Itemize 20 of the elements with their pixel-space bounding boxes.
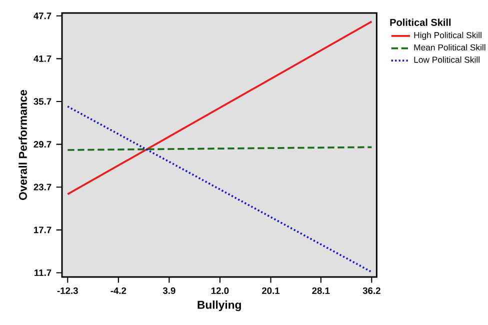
x-tick-label: -4.2 [110, 287, 126, 294]
x-axis-title: Bullying [198, 300, 241, 312]
y-tick-label: 29.7 [34, 141, 52, 148]
y-axis-title: Overall Performance [18, 90, 27, 200]
y-tick-label: 35.7 [34, 98, 52, 105]
y-tick-label: 47.7 [34, 12, 52, 20]
legend-label: Low Political Skill [414, 56, 480, 63]
y-tick-label: 41.7 [34, 55, 52, 62]
x-tick-label: 28.1 [312, 287, 330, 294]
legend-label: Mean Political Skill [414, 44, 486, 50]
legend-title: Political Skill [390, 18, 451, 26]
y-tick-label: 17.7 [34, 226, 52, 234]
y-tick-label: 11.7 [34, 270, 52, 276]
legend-label: High Political Skill [414, 32, 482, 40]
x-tick-label: 36.2 [362, 287, 380, 294]
x-tick-label: 20.1 [262, 287, 280, 294]
x-tick-label: -12.3 [57, 287, 78, 294]
x-tick-label: 12.0 [211, 287, 229, 294]
y-tick-label: 23.7 [34, 184, 52, 190]
x-tick-label: 3.9 [162, 287, 176, 294]
